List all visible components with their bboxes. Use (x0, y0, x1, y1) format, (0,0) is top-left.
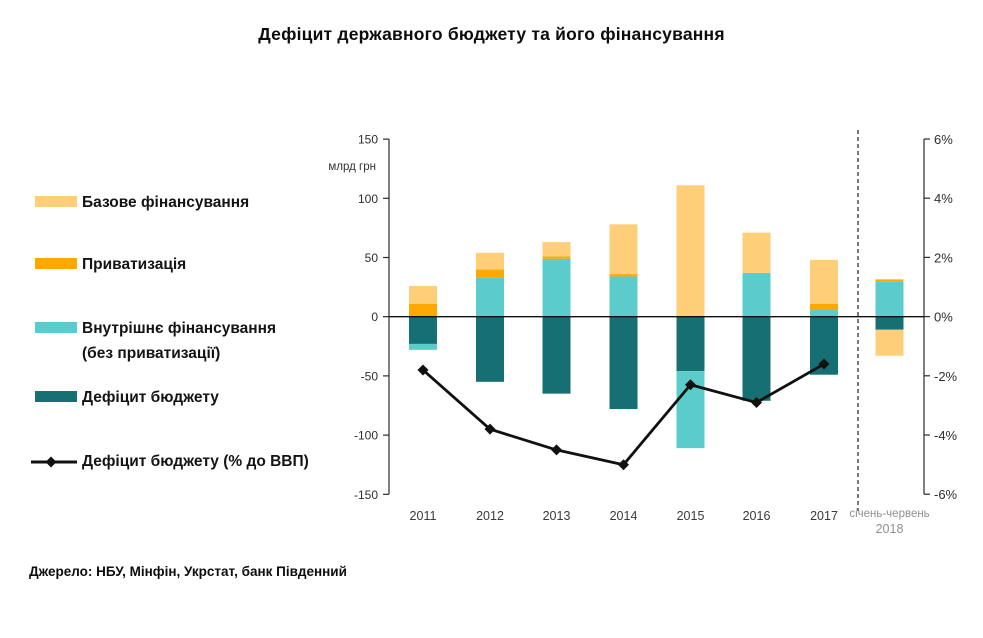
bar-segment-2012-deficit (476, 316, 504, 382)
legend-swatch-privatization (35, 258, 77, 269)
bar-segment-2016-deficit (742, 316, 771, 401)
bar-segment-січень-червень-2018-privatization (875, 279, 904, 282)
legend-label-internal-line2: (без приватизації) (82, 345, 221, 362)
legend-label-internal-financing: Внутрішнє фінансування (без приватизації… (82, 316, 276, 366)
source-note: Джерело: НБУ, Мінфін, Укрстат, банк Півд… (29, 564, 347, 579)
right-axis-tick-label: 0% (934, 310, 953, 325)
bar-segment-січень-червень-2018-internal (875, 281, 904, 317)
legend-label-privatization: Приватизація (82, 256, 187, 273)
legend-label-internal-line1: Внутрішнє фінансування (82, 320, 277, 337)
legend-line-sample (31, 456, 77, 468)
left-axis-tick-label: 150 (358, 133, 378, 147)
bar-segment-2016-internal (742, 272, 771, 317)
legend-label-deficit-gdp-line: Дефіцит бюджету (% до ВВП) (82, 453, 309, 470)
bar-segment-2011-deficit (409, 316, 437, 344)
bar-segment-2015-deficit (676, 316, 705, 372)
legend-label-base-financing: Базове фінансування (82, 194, 250, 211)
bar-segment-2016-base (742, 232, 771, 273)
x-label-2017: 2017 (810, 509, 838, 523)
left-axis-tick-label: -150 (354, 488, 378, 502)
legend-swatch-base-financing (35, 196, 77, 207)
bar-segment-2012-privatization (476, 269, 504, 278)
right-axis-tick-label: -6% (934, 487, 958, 502)
x-label-2018-period: січень-червень (849, 508, 929, 520)
bar-segment-2011-privatization (409, 303, 437, 317)
gdp-line-marker-2012 (484, 423, 496, 435)
right-axis-tick-label: -4% (934, 428, 958, 443)
gdp-line-marker-2017 (818, 358, 830, 370)
left-axis-tick-label: -100 (354, 429, 378, 443)
legend-swatch-budget-deficit (35, 391, 77, 402)
left-axis-unit-label: млрд грн (328, 161, 376, 173)
bar-segment-2013-deficit (542, 316, 571, 394)
x-label-2014: 2014 (610, 509, 638, 523)
x-label-2012: 2012 (476, 509, 504, 523)
bar-segment-2014-privatization (609, 274, 638, 277)
bar-segment-2012-internal (476, 277, 504, 317)
gdp-line-marker-2013 (551, 444, 562, 456)
chart-title: Дефіцит державного бюджету та його фінан… (258, 24, 725, 44)
gdp-line-marker-2014 (618, 459, 629, 471)
right-axis-tick-label: 4% (934, 191, 953, 206)
bar-segment-2017-internal (810, 309, 838, 317)
gdp-line-marker-2016 (751, 397, 762, 409)
legend-swatch-internal-financing (35, 322, 77, 333)
bar-segment-2017-privatization (810, 303, 838, 310)
gdp-line-marker-2011 (417, 364, 429, 376)
bar-segment-2014-deficit (609, 316, 638, 410)
legend-label-budget-deficit: Дефіцит бюджету (82, 389, 219, 406)
left-axis-tick-label: 0 (371, 310, 378, 324)
bar-segment-2015-base (676, 185, 705, 317)
x-label-2013: 2013 (543, 509, 571, 523)
bar-segment-2012-base (476, 252, 504, 270)
bar-segment-січень-червень-2018-deficit (875, 316, 904, 330)
bar-segment-2014-internal (609, 276, 638, 317)
left-axis-tick-label: -50 (361, 369, 379, 383)
legend-diamond-marker (45, 456, 57, 468)
gdp-line-marker-2015 (685, 379, 696, 391)
bar-segment-2014-base (609, 224, 638, 275)
right-axis-tick-label: -2% (934, 369, 958, 384)
x-label-2011: 2011 (410, 509, 437, 523)
bar-segment-січень-червень-2018-base (875, 329, 904, 356)
x-label-2018-year: 2018 (876, 522, 904, 536)
bar-segment-2011-base (409, 285, 437, 304)
left-axis-tick-label: 50 (365, 251, 379, 265)
x-label-2016: 2016 (743, 509, 771, 523)
x-label-2015: 2015 (677, 509, 705, 523)
bar-segment-2013-base (542, 242, 571, 257)
bar-segment-2013-privatization (542, 256, 571, 259)
right-axis-tick-label: 2% (934, 250, 953, 265)
bar-segment-2013-internal (542, 258, 571, 317)
right-axis-tick-label: 6% (934, 132, 953, 147)
bar-segment-2017-base (810, 259, 838, 304)
left-axis-tick-label: 100 (358, 192, 378, 206)
bar-segment-2011-internal (409, 343, 437, 350)
